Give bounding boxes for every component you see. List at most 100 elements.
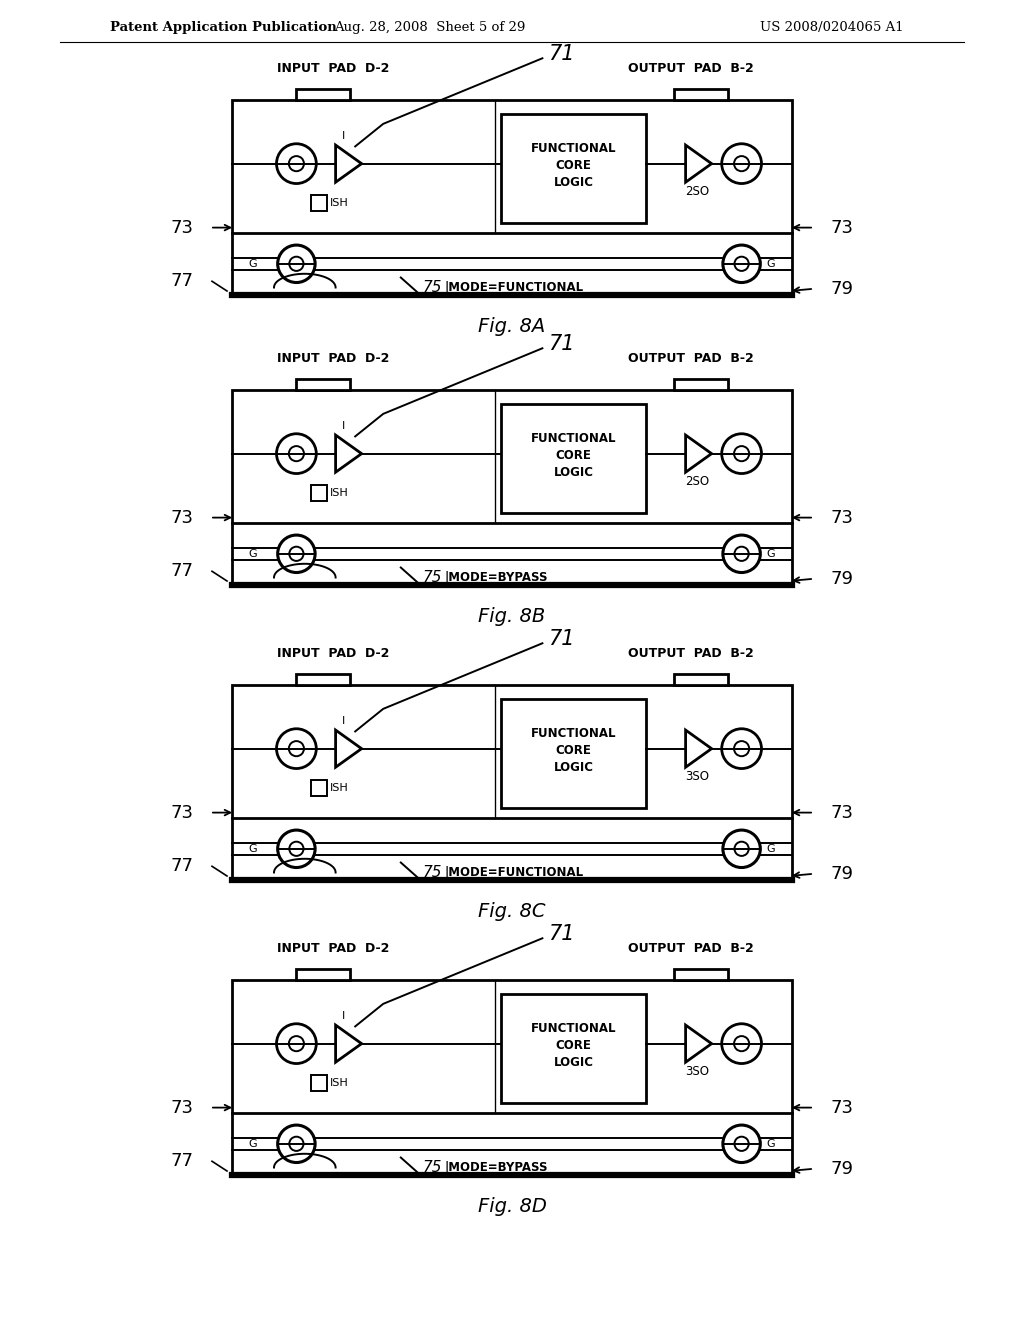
Bar [675,90,728,100]
Text: 75: 75 [423,280,442,296]
Text: 79: 79 [830,1160,853,1177]
Text: INPUT  PAD  D-2: INPUT PAD D-2 [276,647,389,660]
Text: FUNCTIONAL
CORE
LOGIC: FUNCTIONAL CORE LOGIC [530,432,616,479]
Text: 73: 73 [830,219,853,236]
Text: 71: 71 [549,630,574,649]
Text: I: I [341,1011,345,1022]
Text: 71: 71 [549,924,574,944]
Text: 2SO: 2SO [685,475,709,488]
Bar [675,675,728,685]
Polygon shape [336,1026,361,1063]
Text: 77: 77 [171,272,194,290]
Circle shape [734,741,750,756]
Text: OUTPUT  PAD  B-2: OUTPUT PAD B-2 [629,647,754,660]
Text: 75: 75 [423,1160,442,1175]
Bar [296,675,349,685]
Circle shape [722,729,762,768]
Text: 79: 79 [830,570,853,587]
Circle shape [723,246,760,282]
Text: US 2008/0204065 A1: US 2008/0204065 A1 [760,21,903,33]
Text: 2SO: 2SO [685,185,709,198]
Bar [675,379,728,389]
Polygon shape [686,145,712,182]
Text: 75: 75 [423,865,442,880]
Text: G: G [249,259,257,269]
Text: I: I [341,421,345,432]
Bar [232,100,792,294]
Bar [232,685,792,880]
Text: OUTPUT  PAD  B-2: OUTPUT PAD B-2 [629,352,754,366]
Circle shape [278,246,315,282]
Text: INPUT  PAD  D-2: INPUT PAD D-2 [276,942,389,956]
Circle shape [276,434,316,474]
Bar [296,969,349,979]
Circle shape [734,446,750,461]
Text: 3SO: 3SO [685,770,709,783]
Circle shape [722,434,762,474]
Text: 73: 73 [171,508,194,527]
Circle shape [734,842,749,855]
Polygon shape [336,436,361,473]
Circle shape [734,156,750,172]
Circle shape [290,1137,303,1151]
Polygon shape [686,1026,712,1063]
Circle shape [290,546,303,561]
Text: Aug. 28, 2008  Sheet 5 of 29: Aug. 28, 2008 Sheet 5 of 29 [334,21,525,33]
Circle shape [722,1024,762,1064]
Circle shape [734,256,749,271]
Circle shape [278,830,315,867]
Text: I: I [341,715,345,726]
Bar [311,486,327,502]
Polygon shape [336,730,361,767]
Text: FUNCTIONAL
CORE
LOGIC: FUNCTIONAL CORE LOGIC [530,143,616,189]
Polygon shape [336,145,361,182]
Text: G: G [767,259,775,269]
Circle shape [734,1137,749,1151]
Circle shape [276,144,316,183]
Text: OUTPUT  PAD  B-2: OUTPUT PAD B-2 [629,62,754,75]
Circle shape [722,144,762,183]
Text: G: G [767,549,775,558]
Text: OUTPUT  PAD  B-2: OUTPUT PAD B-2 [629,942,754,956]
Bar [501,114,646,223]
Text: 3SO: 3SO [685,1065,709,1078]
Circle shape [723,1125,760,1163]
Text: I: I [341,131,345,141]
Text: ISH: ISH [330,784,348,793]
Text: G: G [249,549,257,558]
Text: 79: 79 [830,865,853,883]
Circle shape [289,446,304,461]
Text: G: G [767,843,775,854]
Text: 73: 73 [830,508,853,527]
Circle shape [289,741,304,756]
Text: FUNCTIONAL
CORE
LOGIC: FUNCTIONAL CORE LOGIC [530,727,616,774]
Text: 73: 73 [171,804,194,821]
Text: Fig. 8A: Fig. 8A [478,317,546,337]
Circle shape [289,1036,304,1051]
Bar [311,780,327,796]
Text: 79: 79 [830,280,853,298]
Text: 73: 73 [830,804,853,821]
Circle shape [723,535,760,573]
Text: Fig. 8D: Fig. 8D [477,1197,547,1216]
Circle shape [290,256,303,271]
Text: Patent Application Publication: Patent Application Publication [110,21,337,33]
Text: Fig. 8C: Fig. 8C [478,902,546,921]
Text: G: G [249,1139,257,1148]
Text: |MODE=FUNCTIONAL: |MODE=FUNCTIONAL [444,866,584,879]
Bar [311,1076,327,1092]
Text: 77: 77 [171,562,194,581]
Circle shape [276,1024,316,1064]
Text: G: G [249,843,257,854]
Bar [675,969,728,979]
Circle shape [289,156,304,172]
Bar [232,979,792,1175]
Text: Fig. 8B: Fig. 8B [478,607,546,626]
Bar [501,994,646,1102]
Text: ISH: ISH [330,1078,348,1089]
Circle shape [276,729,316,768]
Bar [296,379,349,389]
Bar [296,90,349,100]
Bar [501,404,646,513]
Text: INPUT  PAD  D-2: INPUT PAD D-2 [276,62,389,75]
